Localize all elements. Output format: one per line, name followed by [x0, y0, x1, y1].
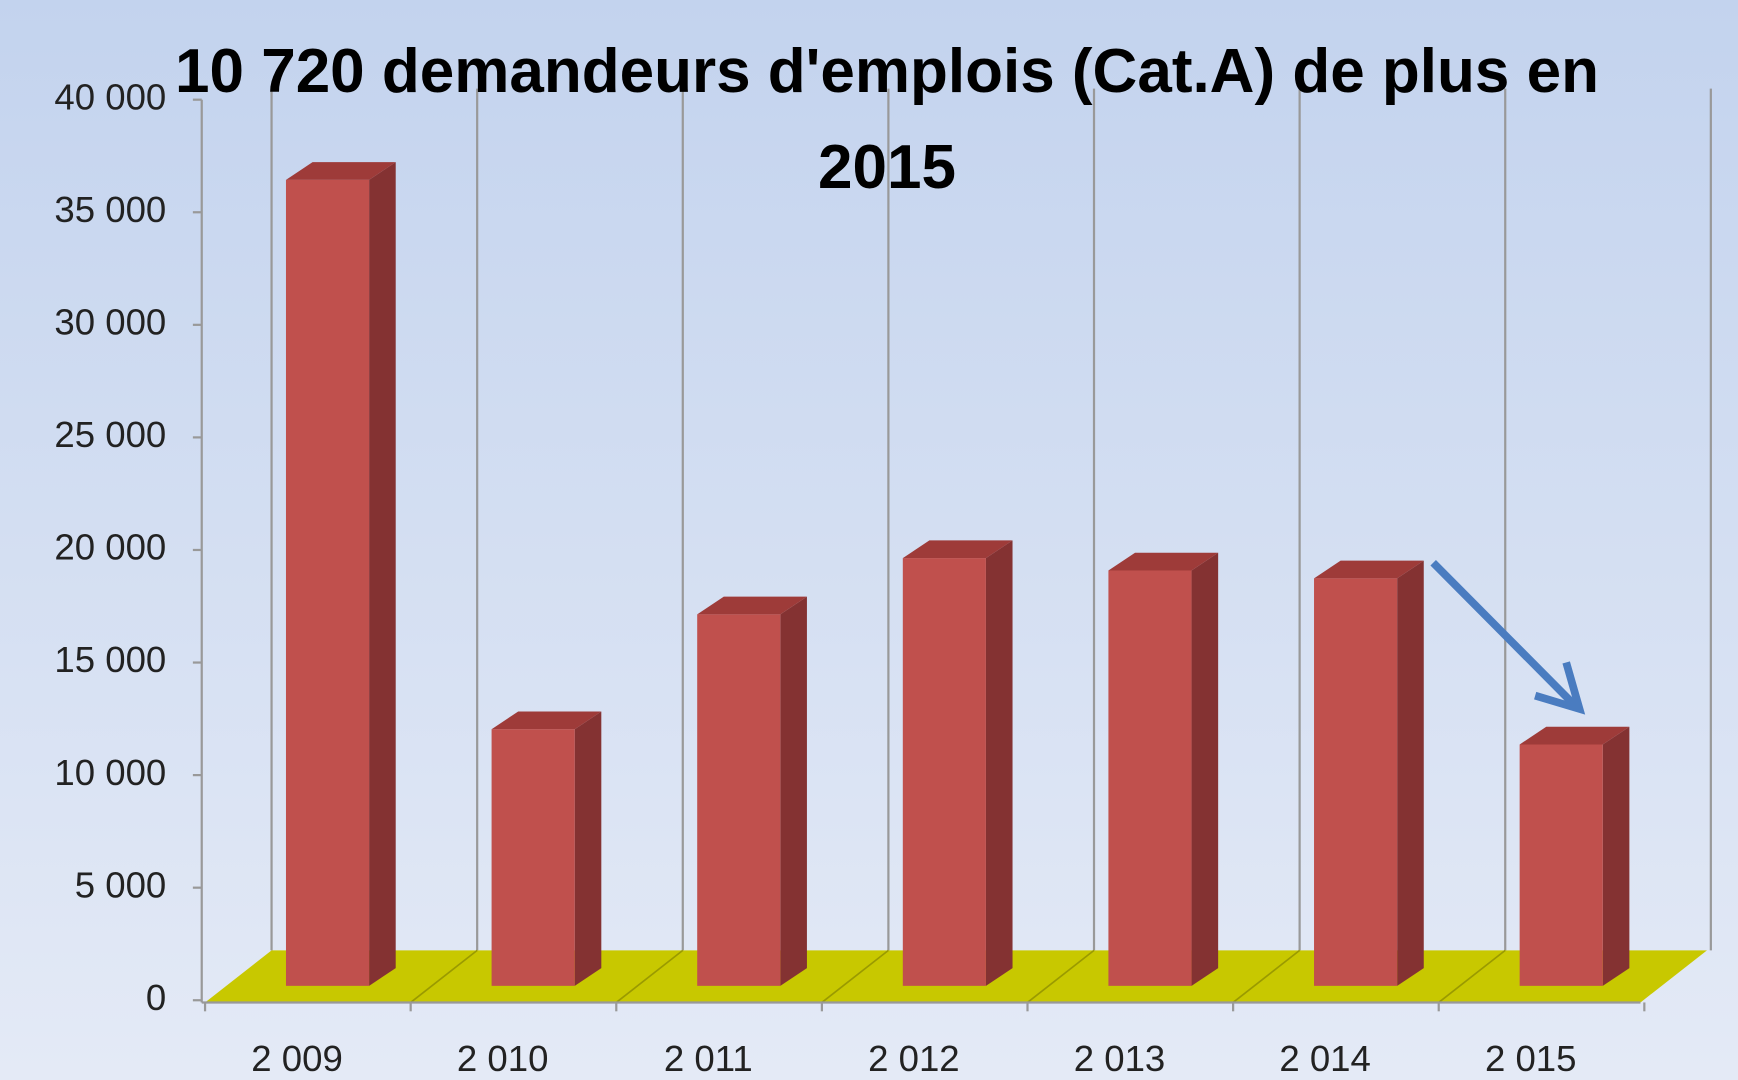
- bar: [1519, 744, 1603, 986]
- bar: [1108, 570, 1192, 986]
- bar: [1314, 578, 1398, 986]
- floor-line: [410, 949, 478, 1004]
- x-tick-label: 2 012: [868, 1038, 959, 1079]
- x-tick-label: 2 011: [664, 1038, 753, 1079]
- y-tick-label: 35 000: [54, 189, 166, 230]
- y-tick-label: 10 000: [54, 752, 166, 793]
- bar-side: [369, 162, 396, 986]
- bar-side: [574, 711, 602, 986]
- y-tick-label: 25 000: [54, 414, 166, 455]
- trend-arrow: [1430, 559, 1586, 715]
- bar-side: [1397, 560, 1424, 986]
- y-tick-label: 5 000: [75, 864, 166, 905]
- floor-line: [1438, 949, 1506, 1004]
- x-tick-label: 2 014: [1279, 1038, 1370, 1079]
- bar-top: [1314, 560, 1424, 579]
- x-tick-label: 2 010: [457, 1038, 548, 1079]
- bar-top: [697, 596, 807, 615]
- y-tick-label: 20 000: [54, 527, 166, 568]
- y-tick-label: 40 000: [54, 76, 166, 117]
- floor-line: [615, 949, 684, 1004]
- floor-line: [1232, 949, 1301, 1004]
- bar: [285, 179, 370, 986]
- chart-title: 10 720 demandeurs d'emplois (Cat.A) de p…: [175, 37, 1599, 202]
- bar: [697, 614, 781, 986]
- bar: [491, 729, 575, 986]
- y-tick-label: 15 000: [54, 639, 166, 680]
- bar-side: [1602, 726, 1630, 986]
- x-tick-label: 2 015: [1485, 1038, 1576, 1079]
- bar-side: [985, 540, 1013, 986]
- bar-side: [1191, 552, 1219, 986]
- x-tick-label: 2 009: [251, 1038, 342, 1079]
- floor-line: [1026, 949, 1095, 1004]
- bar-top: [285, 162, 396, 180]
- bar-top: [1108, 552, 1219, 571]
- y-tick-label: 0: [146, 977, 166, 1018]
- bar-top: [902, 540, 1013, 559]
- x-tick-label: 2 013: [1074, 1038, 1165, 1079]
- bar-top: [491, 711, 602, 730]
- bar-top: [1519, 726, 1630, 745]
- y-tick-label: 30 000: [54, 301, 166, 342]
- bar: [902, 558, 986, 986]
- floor-line: [821, 949, 889, 1004]
- bar-side: [780, 596, 807, 986]
